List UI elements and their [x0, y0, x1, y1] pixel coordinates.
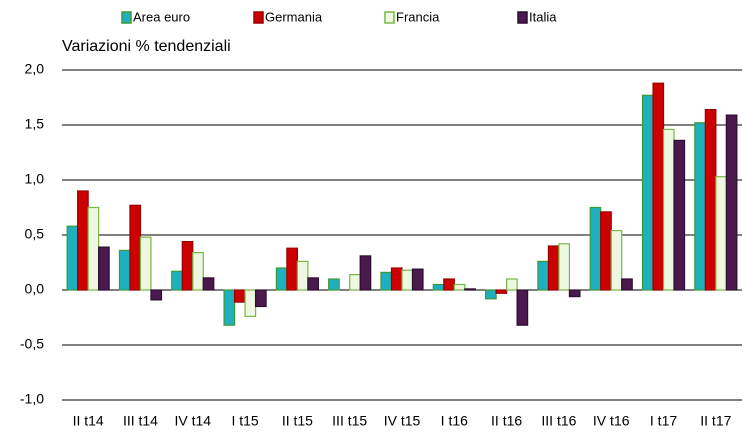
y-tick-label: 0,0 — [25, 281, 45, 297]
bar — [77, 190, 89, 291]
x-tick-label: I t15 — [231, 413, 258, 429]
bar — [652, 82, 665, 291]
bar — [129, 204, 142, 291]
bar — [192, 252, 204, 291]
x-tick-label: II t14 — [73, 413, 104, 429]
bar — [537, 260, 550, 291]
bar — [171, 270, 183, 291]
legend-swatch — [121, 11, 132, 24]
bar — [202, 277, 215, 291]
x-tick-label: II t16 — [491, 413, 522, 429]
x-tick-label: II t15 — [282, 413, 313, 429]
bar — [275, 267, 288, 291]
bar — [286, 247, 298, 291]
bar — [558, 243, 571, 291]
legend-label: Francia — [396, 9, 440, 24]
x-tick-label: IV t15 — [384, 413, 421, 429]
x-tick-label: III t16 — [541, 413, 576, 429]
x-tick-label: II t17 — [700, 413, 731, 429]
bar — [725, 114, 738, 291]
bar — [715, 176, 727, 291]
bar — [621, 278, 633, 291]
bar — [87, 206, 100, 291]
bar — [254, 289, 267, 308]
bar — [181, 241, 194, 291]
bar — [328, 278, 340, 291]
bar — [673, 139, 686, 291]
bar — [495, 289, 508, 294]
bar — [244, 289, 257, 317]
bar — [464, 288, 476, 291]
bar — [66, 225, 79, 291]
bar — [453, 283, 466, 291]
legend-label: Germania — [265, 9, 323, 24]
bar — [506, 278, 518, 291]
x-tick-label: III t14 — [123, 413, 158, 429]
bar — [516, 289, 529, 326]
bar — [641, 94, 654, 291]
bar — [704, 108, 717, 291]
bar — [568, 289, 581, 298]
bar — [307, 277, 319, 291]
bar — [401, 269, 414, 291]
x-tick-label: I t16 — [441, 413, 468, 429]
chart-subtitle: Variazioni % tendenziali — [62, 38, 231, 55]
bar — [610, 230, 623, 291]
x-tick-label: III t15 — [332, 413, 367, 429]
bar — [443, 278, 455, 291]
legend-swatch — [384, 11, 395, 24]
y-tick-label: -1,0 — [20, 391, 44, 407]
bar — [547, 245, 560, 291]
x-tick-label: IV t14 — [174, 413, 211, 429]
bar — [411, 268, 424, 291]
bar — [296, 260, 309, 291]
bar — [600, 211, 612, 291]
bar — [662, 128, 675, 291]
bar — [694, 122, 706, 291]
y-tick-label: 1,5 — [25, 116, 45, 132]
legend-swatch — [253, 11, 264, 24]
legend-label: Area euro — [133, 9, 190, 24]
bar — [359, 255, 372, 291]
y-tick-label: 0,5 — [25, 226, 45, 242]
bar — [233, 289, 246, 303]
x-tick-label: IV t16 — [593, 413, 630, 429]
bar — [349, 274, 361, 291]
bar — [390, 267, 403, 291]
bar — [118, 249, 131, 291]
legend-label: Italia — [529, 9, 557, 24]
bar — [150, 289, 163, 301]
bar — [432, 283, 445, 291]
bar — [380, 271, 393, 291]
y-tick-label: 2,0 — [25, 61, 45, 77]
y-tick-label: -0,5 — [20, 336, 44, 352]
bar — [485, 289, 497, 300]
bar — [98, 246, 110, 291]
bar — [223, 289, 236, 326]
legend-swatch — [517, 11, 528, 24]
bar — [139, 236, 152, 291]
y-tick-label: 1,0 — [25, 171, 45, 187]
bar — [589, 206, 602, 291]
x-tick-label: I t17 — [650, 413, 677, 429]
